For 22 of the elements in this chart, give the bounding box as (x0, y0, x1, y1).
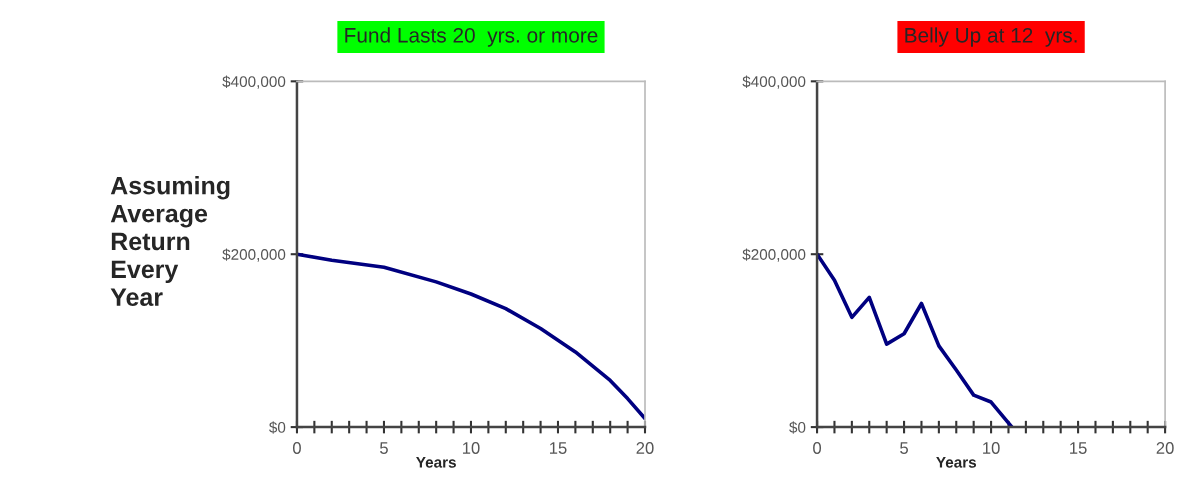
chart-title: Belly Up at 12 yrs. (905, 27, 1077, 47)
y-tick-label: $0 (269, 421, 286, 434)
line-series (817, 252, 1014, 428)
y-tick-label: $200,000 (222, 248, 286, 262)
x-tick-label: 0 (292, 442, 301, 454)
x-tick-label: 0 (813, 442, 822, 454)
x-tick-label: 15 (1070, 442, 1087, 454)
x-tick-label: 15 (549, 442, 567, 454)
chart-title: Fund Lasts 20 yrs. or more (345, 27, 598, 47)
x-axis-title: Years (416, 457, 456, 468)
line-series (296, 252, 645, 421)
y-tick-label: $0 (789, 421, 806, 434)
x-tick-label: 20 (1156, 442, 1174, 454)
x-tick-label: 10 (462, 442, 480, 454)
x-tick-label: 20 (636, 442, 654, 454)
x-axis-title: Years (936, 457, 977, 468)
x-tick-label: 10 (983, 442, 1000, 454)
y-tick-label: $200,000 (742, 248, 806, 262)
y-tick-label: $400,000 (742, 75, 806, 89)
x-tick-label: 5 (380, 442, 388, 454)
y-tick-label: $400,000 (222, 75, 286, 89)
x-tick-label: 5 (900, 442, 908, 454)
